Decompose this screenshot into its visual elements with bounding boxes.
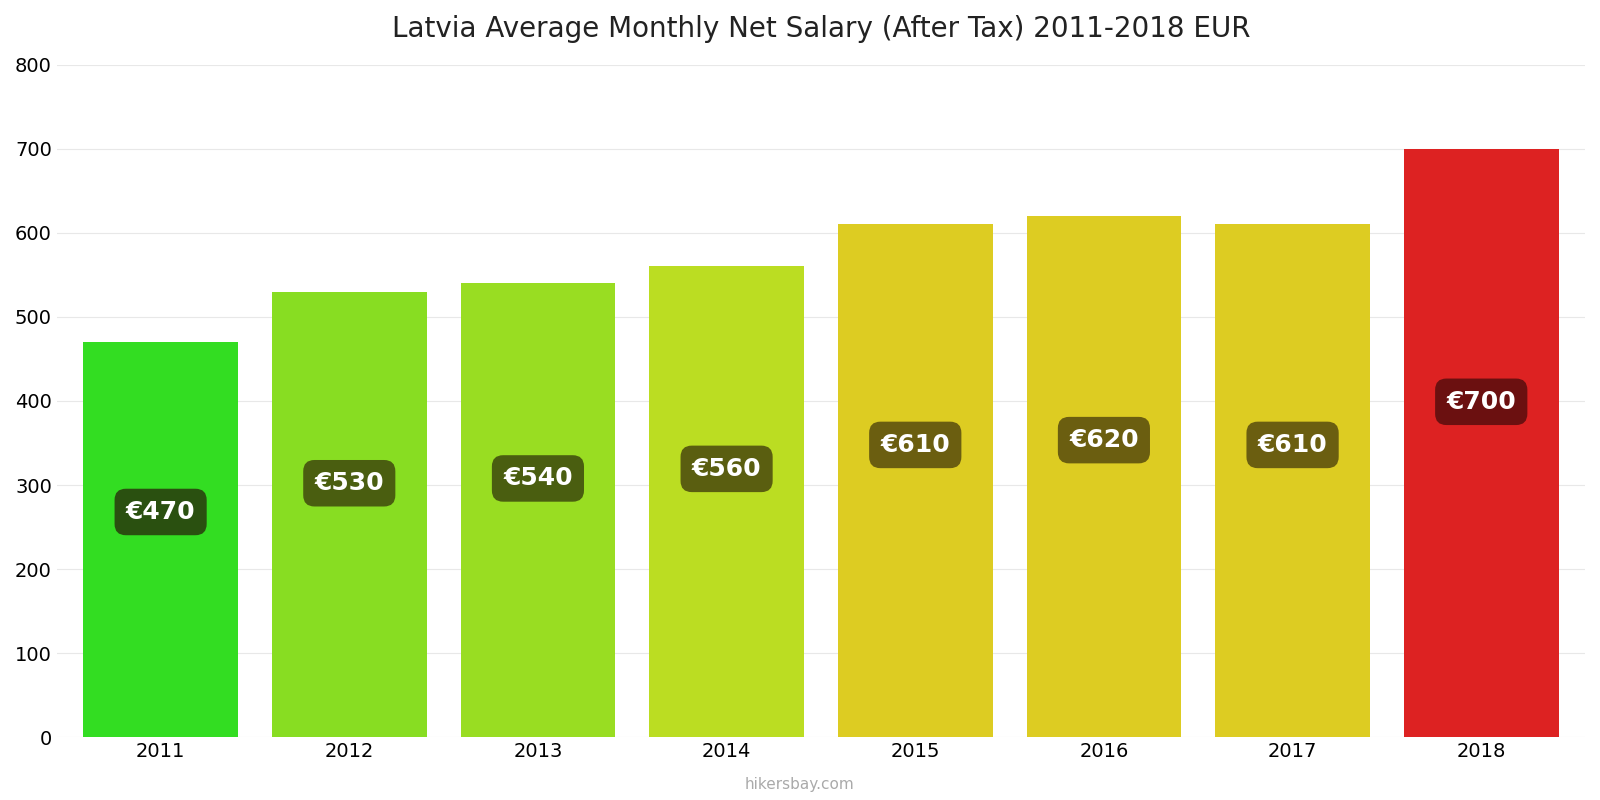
Bar <box>650 266 803 737</box>
Text: €610: €610 <box>1258 433 1328 457</box>
Text: €470: €470 <box>126 500 195 524</box>
Text: €620: €620 <box>1069 428 1139 452</box>
Bar <box>461 283 616 737</box>
Title: Latvia Average Monthly Net Salary (After Tax) 2011-2018 EUR: Latvia Average Monthly Net Salary (After… <box>392 15 1250 43</box>
Text: €540: €540 <box>502 466 573 490</box>
Bar <box>272 292 427 737</box>
Bar <box>1403 149 1558 737</box>
Bar <box>1027 216 1181 737</box>
Bar <box>838 225 992 737</box>
Bar <box>83 342 238 737</box>
Text: hikersbay.com: hikersbay.com <box>746 777 854 792</box>
Text: €700: €700 <box>1446 390 1517 414</box>
Text: €610: €610 <box>880 433 950 457</box>
Text: €530: €530 <box>315 471 384 495</box>
Bar <box>1216 225 1370 737</box>
Text: €560: €560 <box>691 457 762 481</box>
